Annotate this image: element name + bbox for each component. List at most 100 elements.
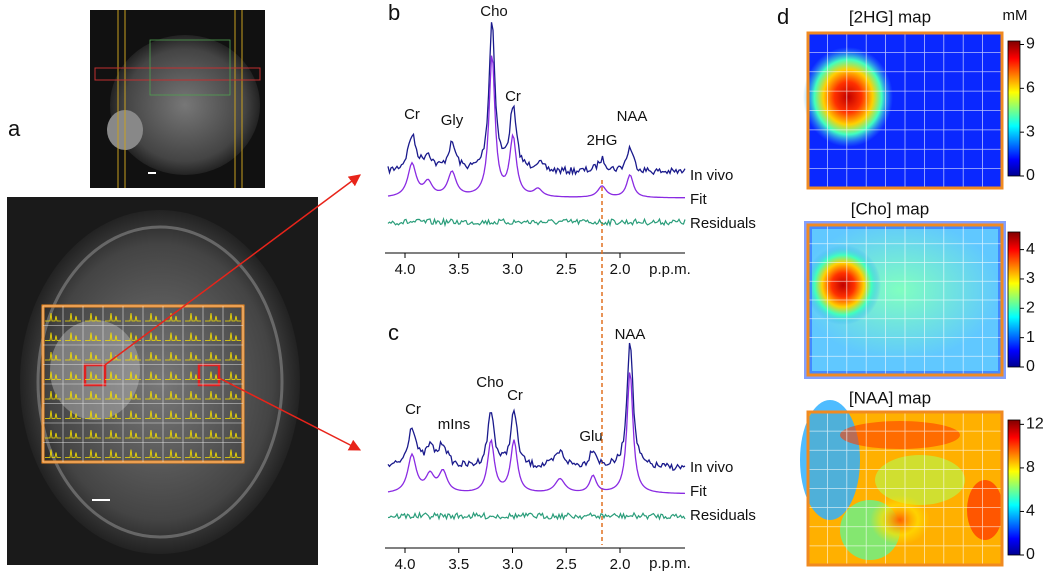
- voxel-spectrum: [65, 449, 81, 458]
- voxel-spectrum: [205, 371, 221, 380]
- voxel-spectrum: [205, 332, 221, 341]
- voxel-spectrum: [205, 429, 221, 439]
- colorbars: [1007, 40, 1021, 556]
- axis-unit: p.p.m.: [649, 261, 691, 278]
- peak-label: Cho: [480, 3, 508, 20]
- axial-image: [7, 197, 318, 565]
- residual-trace: [387, 216, 686, 228]
- map-grid: [808, 33, 1002, 565]
- peak-label: Cr: [507, 387, 523, 404]
- fit-trace: [387, 55, 685, 199]
- voxel-spectrum: [145, 390, 161, 400]
- voxel-spectrum: [65, 429, 81, 439]
- trace-label: Residuals: [690, 215, 756, 232]
- voxel-spectrum: [205, 351, 221, 361]
- colorbar-tick-label: 0: [1026, 358, 1035, 375]
- voxel-spectrum: [165, 312, 181, 322]
- voxel-spectrum: [65, 410, 81, 419]
- colorbar-tick-label: 3: [1026, 270, 1035, 287]
- voxel-spectrum: [45, 390, 61, 400]
- voxel-spectrum: [225, 351, 241, 361]
- colorbar-tick-label: 1: [1026, 329, 1035, 346]
- voxel-spectrum: [65, 371, 81, 380]
- peak-label: Glu: [579, 428, 602, 445]
- voxel-spectrum: [125, 371, 141, 380]
- peak-labels: Cr mIns Cho Cr Glu NAA: [405, 326, 645, 445]
- voxel-spectrum: [165, 351, 181, 361]
- voxel-spectrum: [185, 410, 201, 419]
- voxel-spectrum: [225, 410, 241, 419]
- map-cho: [800, 220, 1006, 379]
- voxel-spectrum: [225, 429, 241, 439]
- voxel-spectrum: [165, 449, 181, 458]
- voxel-spectrum: [85, 332, 101, 341]
- x-ticks: 4.0 3.5 3.0 2.5 2.0: [395, 253, 631, 278]
- sagittal-image: [90, 10, 265, 188]
- colorbar-tick-label: 9: [1026, 36, 1035, 53]
- voxel-spectrum: [165, 371, 181, 380]
- tick-label: 4.0: [395, 556, 416, 571]
- tick-label: 3.0: [502, 261, 523, 278]
- peak-label: 2HG: [587, 132, 618, 149]
- map-naa: [800, 400, 1003, 565]
- trace-label: Fit: [690, 483, 707, 500]
- voxel-spectrum: [145, 429, 161, 439]
- voxel-spectrum: [165, 410, 181, 419]
- trace-label: In vivo: [690, 167, 733, 184]
- voxel-spectrum: [85, 312, 101, 322]
- colorbar-ticks: 9 6 3 0 4 3 2 1 0 12 8 4 0: [1020, 36, 1044, 563]
- peak-label: mIns: [438, 416, 471, 433]
- colorbar-tick-label: 2: [1026, 300, 1035, 317]
- voxel-spectrum: [145, 371, 161, 380]
- peak-label: Cr: [405, 401, 421, 418]
- voxel-spectrum: [145, 410, 161, 419]
- tick-label: 3.5: [448, 556, 469, 571]
- voxel-spectrum: [45, 371, 61, 380]
- voxel-spectrum: [85, 390, 101, 400]
- voxel-spectrum: [205, 312, 221, 322]
- panel-label: a: [8, 116, 21, 141]
- colorbar-tick-label: 0: [1026, 546, 1035, 563]
- voxel-spectrum: [205, 390, 221, 400]
- voxel-spectrum: [185, 390, 201, 400]
- voxel-spectrum: [45, 332, 61, 341]
- panel-label: d: [777, 4, 789, 29]
- voxel-spectrum: [85, 371, 101, 380]
- tick-label: 4.0: [395, 261, 416, 278]
- voxel-spectrum: [225, 390, 241, 400]
- peak-label: Cr: [404, 106, 420, 123]
- voxel-spectrum: [45, 449, 61, 458]
- voxel-spectrum: [145, 449, 161, 458]
- voxel-spectrum: [225, 449, 241, 458]
- voxel-spectrum: [165, 390, 181, 400]
- colorbar-tick-label: 3: [1026, 123, 1035, 140]
- voxel-spectrum: [105, 390, 121, 400]
- voxel-spectrum: [105, 429, 121, 439]
- fit-trace: [387, 372, 686, 495]
- voxel-spectrum: [185, 312, 201, 322]
- voxel-spectrum: [85, 429, 101, 439]
- voxel-spectrum: [105, 351, 121, 361]
- map-frames: [806, 31, 1004, 567]
- colorbar-tick-label: 0: [1026, 167, 1035, 184]
- voxel-spectrum: [185, 371, 201, 380]
- x-ticks: 4.0 3.5 3.0 2.5 2.0: [395, 548, 630, 573]
- trace-label: Residuals: [690, 507, 756, 524]
- voxel-spectrum: [125, 351, 141, 361]
- voxel-spectrum: [45, 351, 61, 361]
- tick-label: 2.0: [610, 261, 631, 278]
- voxel-spectrum: [185, 351, 201, 361]
- voxel-spectrum: [85, 410, 101, 419]
- panel-label: c: [388, 320, 399, 345]
- voxel-spectrum: [105, 410, 121, 419]
- voxel-spectrum: [145, 312, 161, 322]
- voxel-spectrum: [65, 332, 81, 341]
- voxel-spectrum: [105, 332, 121, 341]
- peak-label: Gly: [441, 112, 464, 129]
- colorbar-tick-label: 6: [1026, 80, 1035, 97]
- voxel-spectrum: [65, 312, 81, 322]
- colorbar-tick-label: 8: [1026, 459, 1035, 476]
- voxel-spectrum: [105, 371, 121, 380]
- colorbar-tick-label: 12: [1026, 416, 1044, 433]
- axis-unit: p.p.m.: [649, 555, 691, 571]
